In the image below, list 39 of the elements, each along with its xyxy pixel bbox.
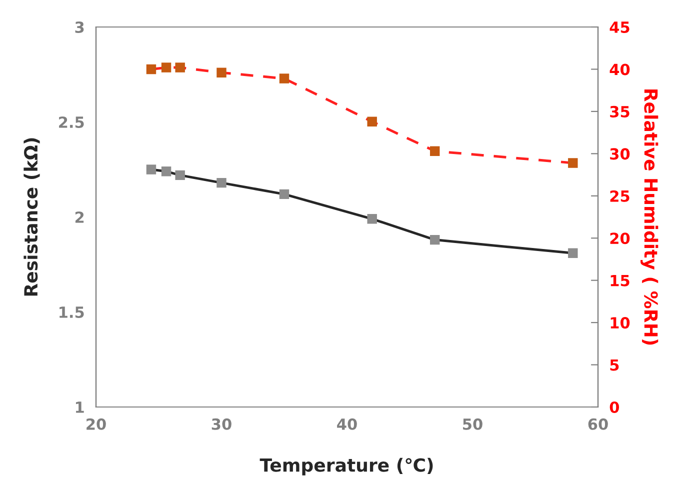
- point: [146, 64, 156, 74]
- y-tick-label: 2.5: [59, 116, 84, 128]
- y2-tick-label: 10: [610, 317, 630, 329]
- point: [568, 158, 578, 168]
- y2-tick-label: 25: [610, 190, 630, 202]
- y-axis-title: Resistance (kΩ): [24, 138, 40, 296]
- x-tick-label: 50: [463, 418, 482, 430]
- y-tick-label: 3: [75, 21, 84, 34]
- point: [161, 62, 172, 72]
- point: [216, 68, 226, 78]
- point: [161, 166, 172, 176]
- y2-tick-label: 30: [610, 148, 630, 160]
- point: [175, 62, 185, 72]
- point: [430, 146, 440, 156]
- point: [175, 170, 185, 180]
- y2-tick-label: 0: [610, 401, 620, 414]
- x-tick-label: 40: [337, 418, 357, 430]
- y-tick-label: 2: [75, 211, 84, 223]
- point: [146, 164, 156, 174]
- y2-tick-label: 15: [610, 275, 630, 286]
- y-tick-label: 1.5: [60, 306, 84, 318]
- y2-axis-title: Relative Humidity ( %RH): [640, 90, 658, 345]
- y2-tick-label: 40: [610, 64, 630, 76]
- x-tick-label: 30: [212, 418, 232, 430]
- point: [279, 74, 290, 84]
- y2-tick-label: 35: [610, 106, 630, 118]
- y-tick-label: 1: [76, 402, 84, 413]
- point: [430, 234, 440, 245]
- point: [216, 178, 226, 188]
- y2-tick-label: 5: [610, 359, 619, 371]
- point: [279, 189, 290, 200]
- x-tick-label: 20: [86, 418, 106, 430]
- y2-tick-label: 20: [610, 232, 630, 244]
- x-axis-title: Temperature (℃): [260, 458, 433, 476]
- point: [367, 116, 377, 126]
- point: [568, 248, 578, 258]
- y2-tick-label: 45: [610, 22, 630, 34]
- x-tick-label: 60: [588, 418, 608, 430]
- point: [367, 214, 377, 224]
